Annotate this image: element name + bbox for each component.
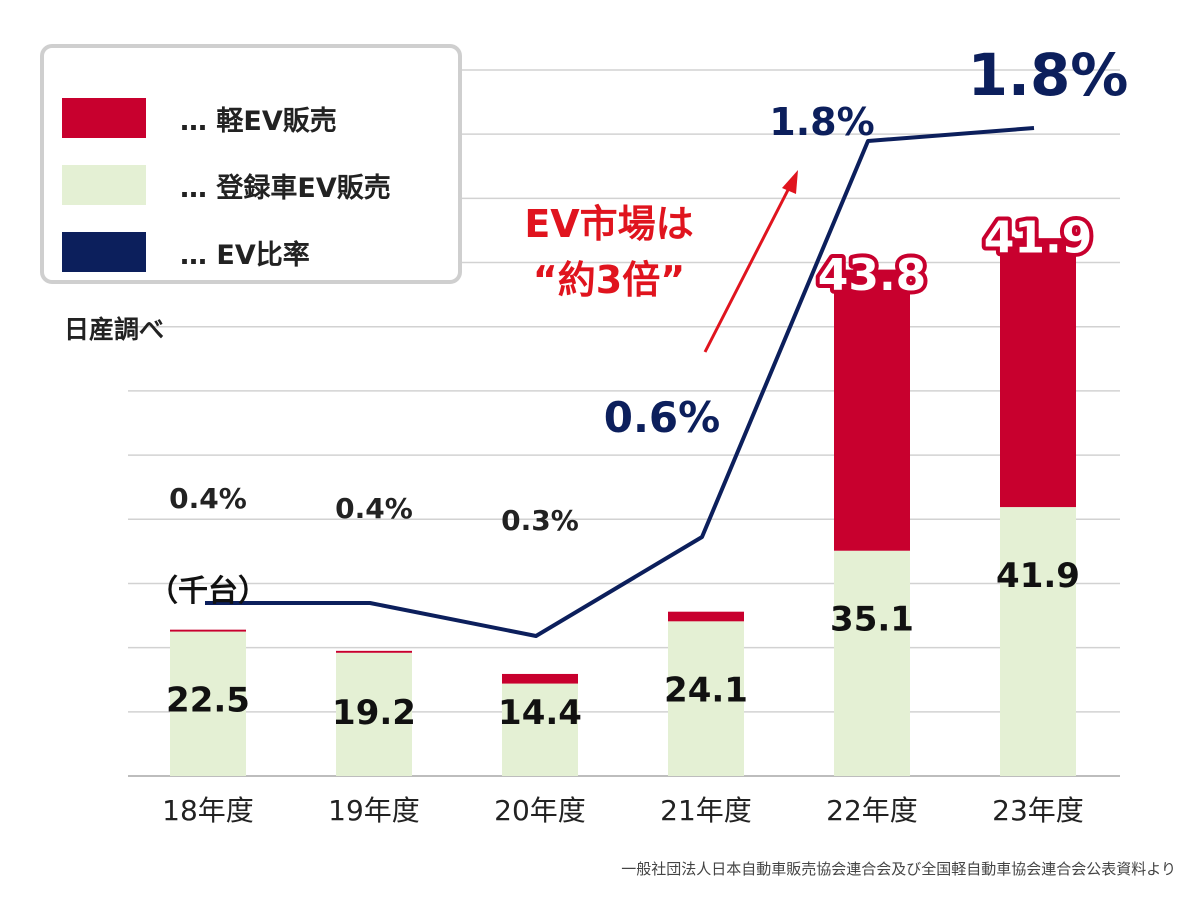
bar-registered-ev bbox=[170, 631, 246, 776]
bar-kei-ev bbox=[336, 650, 412, 653]
data-label-registered-ev: 19.2 bbox=[332, 693, 416, 733]
data-label-registered-ev: 41.9 bbox=[996, 556, 1080, 596]
trend-arrow-head bbox=[782, 170, 798, 194]
bar-registered-ev bbox=[336, 652, 412, 776]
bar-kei-ev bbox=[1000, 238, 1076, 508]
trend-arrow-shaft bbox=[703, 185, 792, 353]
data-label-ev-ratio: 0.6% bbox=[604, 393, 720, 442]
ev-ratio-line bbox=[205, 126, 1035, 638]
annotation-callout: EV市場は “約3倍” bbox=[484, 196, 734, 308]
bar-registered-ev bbox=[502, 683, 578, 776]
bar-registered-ev bbox=[668, 621, 744, 776]
legend-item-registered-ev: … 登録車EV販売 bbox=[62, 163, 391, 207]
data-label-kei-ev: 41.9 bbox=[984, 213, 1093, 264]
data-label-ev-ratio: 0.3% bbox=[501, 504, 579, 537]
x-tick-label: 20年度 bbox=[494, 794, 586, 827]
x-tick-label: 19年度 bbox=[328, 794, 420, 827]
legend-swatch-registered-ev bbox=[62, 165, 146, 205]
legend-label-ev-ratio: … EV比率 bbox=[180, 239, 310, 271]
data-label-ev-ratio: 0.4% bbox=[169, 482, 247, 515]
data-label-registered-ev: 24.1 bbox=[664, 670, 748, 710]
data-label-registered-ev: 14.4 bbox=[498, 693, 582, 733]
legend-label-registered-ev: … 登録車EV販売 bbox=[180, 172, 391, 204]
source-label: 日産調べ bbox=[64, 315, 165, 344]
data-label-registered-ev: 35.1 bbox=[830, 600, 914, 640]
x-tick-label: 23年度 bbox=[992, 794, 1084, 827]
unit-label: （千台） bbox=[148, 574, 268, 609]
annotation-line-1: EV市場は bbox=[524, 202, 694, 246]
legend-item-ev-ratio: … EV比率 bbox=[62, 230, 310, 274]
data-label-registered-ev: 22.5 bbox=[166, 681, 250, 721]
data-label-ev-ratio: 1.8% bbox=[968, 41, 1129, 109]
legend-label-kei-ev: … 軽EV販売 bbox=[180, 105, 337, 137]
legend-item-kei-ev: … 軽EV販売 bbox=[62, 96, 337, 140]
legend-swatch-ev-ratio bbox=[62, 232, 146, 272]
bar-kei-ev bbox=[834, 269, 910, 551]
bar-kei-ev bbox=[502, 673, 578, 684]
data-label-kei-ev: 43.8 bbox=[818, 250, 927, 301]
bar-registered-ev bbox=[1000, 507, 1076, 776]
bar-registered-ev bbox=[834, 550, 910, 776]
bar-kei-ev bbox=[668, 611, 744, 622]
data-label-ev-ratio: 0.4% bbox=[335, 492, 413, 525]
legend: … 軽EV販売 … 登録車EV販売 … EV比率 bbox=[40, 44, 462, 284]
x-tick-label: 21年度 bbox=[660, 794, 752, 827]
x-tick-label: 22年度 bbox=[826, 794, 918, 827]
annotation-line-2: “約3倍” bbox=[532, 258, 686, 302]
footnote: 一般社団法人日本自動車販売協会連合会及び全国軽自動車協会連合会公表資料より bbox=[621, 860, 1176, 878]
bar-kei-ev bbox=[170, 629, 246, 632]
data-label-ev-ratio: 1.8% bbox=[769, 100, 874, 144]
x-tick-label: 18年度 bbox=[162, 794, 254, 827]
legend-swatch-kei-ev bbox=[62, 98, 146, 138]
